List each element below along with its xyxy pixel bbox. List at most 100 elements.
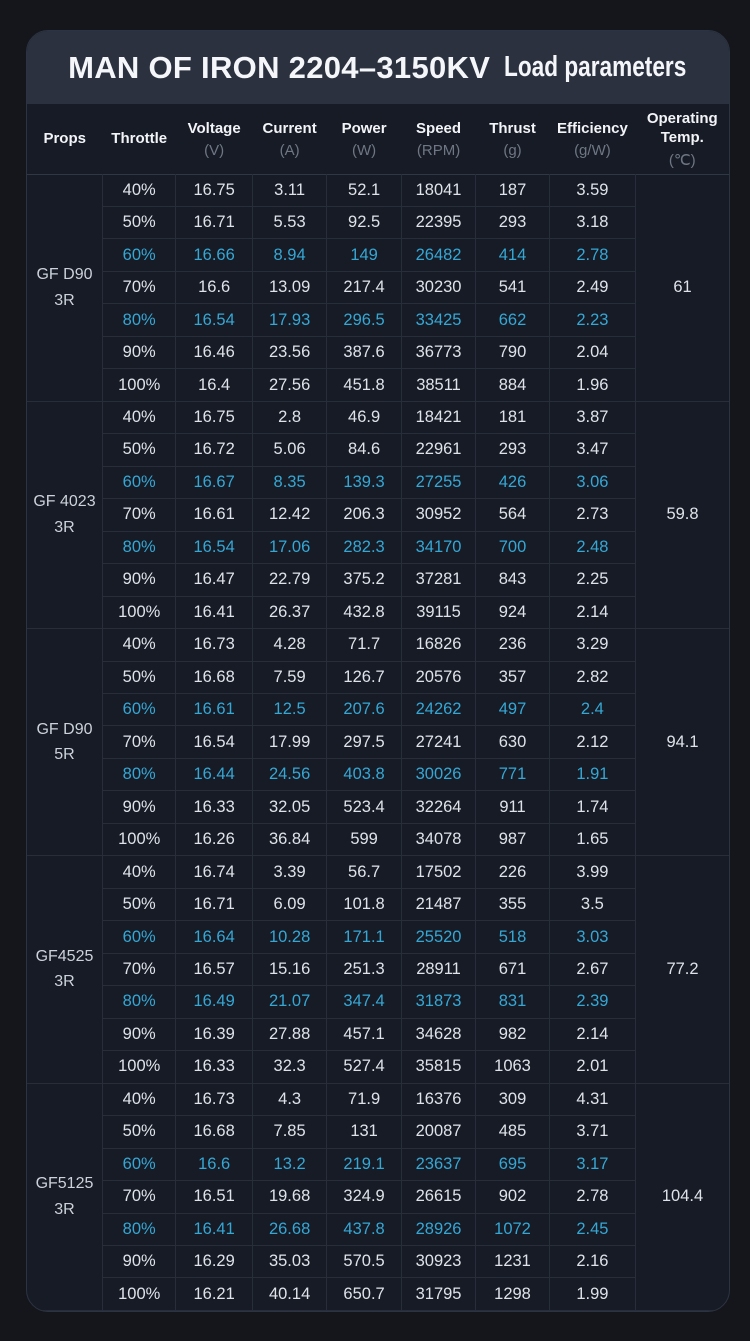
speed-cell: 27241 xyxy=(400,725,477,759)
power-cell: 71.7 xyxy=(326,628,402,662)
efficiency-cell: 2.12 xyxy=(548,725,636,759)
voltage-cell: 16.71 xyxy=(175,205,253,240)
current-cell: 5.06 xyxy=(251,433,328,467)
power-cell: 71.9 xyxy=(326,1082,402,1117)
thrust-cell: 414 xyxy=(475,238,550,272)
table-row: 50% 16.68 7.59 126.7 20576 357 2.82 xyxy=(27,660,729,695)
table-row: GF D90 5R 40% 16.73 4.28 71.7 16826 236 3.29 94.1 xyxy=(27,628,729,857)
table-row: 60% 16.67 8.35 139.3 27255 426 3.06 xyxy=(27,465,729,500)
col-header-power: Power (W) xyxy=(341,120,387,159)
voltage-cell: 16.44 xyxy=(175,757,253,792)
table-row: 70% 16.54 17.99 297.5 27241 630 2.12 xyxy=(27,725,729,759)
col-header-throttle: Throttle xyxy=(111,130,168,147)
voltage-cell: 16.75 xyxy=(175,173,253,207)
thrust-cell: 357 xyxy=(475,660,550,695)
power-cell: 207.6 xyxy=(326,692,402,727)
current-cell: 27.56 xyxy=(251,368,328,402)
props-line: GF 4023 xyxy=(33,493,96,511)
speed-cell: 34078 xyxy=(400,822,477,857)
speed-cell: 30952 xyxy=(400,498,477,532)
table-row: 80% 16.44 24.56 403.8 30026 771 1.91 xyxy=(27,757,729,792)
thrust-cell: 293 xyxy=(475,433,550,467)
table-row: 60% 16.66 8.94 149 26482 414 2.78 xyxy=(27,238,729,272)
table-row: 60% 16.6 13.2 219.1 23637 695 3.17 xyxy=(27,1147,729,1182)
throttle-cell: 90% xyxy=(102,790,177,824)
thrust-cell: 293 xyxy=(475,205,550,240)
efficiency-cell: 3.18 xyxy=(548,205,636,240)
speed-cell: 27255 xyxy=(400,465,477,500)
power-cell: 52.1 xyxy=(326,173,402,207)
speed-cell: 38511 xyxy=(400,368,477,402)
throttle-cell: 90% xyxy=(102,1017,177,1052)
thrust-cell: 987 xyxy=(475,822,550,857)
throttle-cell: 40% xyxy=(101,1082,177,1117)
efficiency-cell: 3.06 xyxy=(548,465,636,500)
efficiency-cell: 3.71 xyxy=(548,1115,636,1149)
throttle-cell: 100% xyxy=(102,1050,177,1084)
throttle-cell: 100% xyxy=(102,595,177,630)
thrust-cell: 236 xyxy=(475,628,550,662)
throttle-cell: 60% xyxy=(102,920,177,954)
props-line: GF5125 xyxy=(35,1175,94,1193)
power-cell: 282.3 xyxy=(326,530,402,565)
throttle-cell: 60% xyxy=(102,692,177,727)
thrust-cell: 671 xyxy=(475,952,550,987)
throttle-cell: 80% xyxy=(102,303,177,337)
voltage-cell: 16.54 xyxy=(175,303,253,337)
throttle-cell: 70% xyxy=(102,270,177,305)
voltage-cell: 16.51 xyxy=(175,1180,253,1214)
efficiency-cell: 3.87 xyxy=(548,400,637,435)
current-cell: 13.09 xyxy=(251,270,328,305)
current-cell: 8.35 xyxy=(251,465,328,500)
thrust-cell: 982 xyxy=(475,1017,550,1052)
props-line: 5R xyxy=(54,746,75,764)
thrust-cell: 1298 xyxy=(475,1277,550,1311)
efficiency-cell: 1.99 xyxy=(548,1277,636,1311)
table-row: 80% 16.49 21.07 347.4 31873 831 2.39 xyxy=(27,985,729,1019)
throttle-cell: 80% xyxy=(102,985,177,1019)
thrust-cell: 884 xyxy=(475,368,550,402)
table-row: 50% 16.68 7.85 131 20087 485 3.71 xyxy=(27,1115,729,1149)
thrust-cell: 226 xyxy=(475,855,550,889)
props-line: GF4525 xyxy=(35,947,94,965)
voltage-cell: 16.54 xyxy=(175,530,253,565)
efficiency-cell: 2.73 xyxy=(548,498,636,532)
voltage-cell: 16.61 xyxy=(175,498,253,532)
power-cell: 375.2 xyxy=(326,563,402,597)
voltage-cell: 16.41 xyxy=(175,595,253,630)
props-cell: GF4525 3R xyxy=(27,855,103,1084)
props-line: GF D90 xyxy=(36,266,93,284)
speed-cell: 30026 xyxy=(400,757,477,792)
throttle-cell: 90% xyxy=(102,335,177,370)
voltage-cell: 16.64 xyxy=(175,920,253,954)
thrust-cell: 187 xyxy=(475,173,550,207)
throttle-cell: 100% xyxy=(102,368,177,402)
speed-cell: 31795 xyxy=(400,1277,477,1311)
table-row: GF D90 3R 40% 16.75 3.11 52.1 18041 187 3.59 61 xyxy=(27,173,729,402)
voltage-cell: 16.29 xyxy=(175,1244,253,1279)
props-line: 3R xyxy=(54,291,75,309)
throttle-cell: 70% xyxy=(102,952,177,987)
efficiency-cell: 2.4 xyxy=(548,692,636,727)
voltage-cell: 16.39 xyxy=(175,1017,253,1052)
power-cell: 599 xyxy=(326,822,402,857)
efficiency-cell: 2.25 xyxy=(548,563,636,597)
throttle-cell: 90% xyxy=(102,1244,177,1279)
current-cell: 21.07 xyxy=(251,985,328,1019)
table-row: 50% 16.72 5.06 84.6 22961 293 3.47 xyxy=(27,433,729,467)
efficiency-cell: 2.23 xyxy=(548,303,636,337)
efficiency-cell: 1.96 xyxy=(548,368,636,402)
voltage-cell: 16.6 xyxy=(175,270,253,305)
operating-temp-cell: 104.4 xyxy=(635,1082,729,1311)
power-cell: 84.6 xyxy=(326,433,402,467)
throttle-cell: 70% xyxy=(102,498,177,532)
speed-cell: 18041 xyxy=(400,173,477,207)
speed-cell: 33425 xyxy=(400,303,477,337)
voltage-cell: 16.75 xyxy=(175,400,253,435)
speed-cell: 26482 xyxy=(400,238,477,272)
voltage-cell: 16.68 xyxy=(175,1115,253,1149)
efficiency-cell: 3.5 xyxy=(548,887,636,922)
voltage-cell: 16.57 xyxy=(175,952,253,987)
thrust-cell: 790 xyxy=(475,335,550,370)
throttle-cell: 80% xyxy=(102,530,177,565)
